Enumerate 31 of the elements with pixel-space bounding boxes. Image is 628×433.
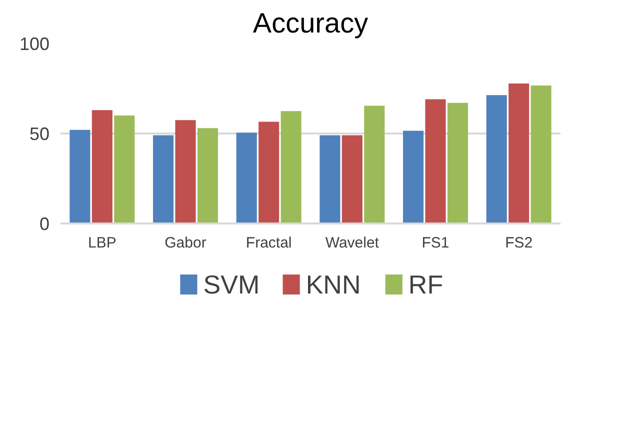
bar (153, 135, 174, 224)
bar (197, 128, 218, 224)
bar (530, 85, 552, 224)
y-tick-label: 100 (19, 34, 50, 54)
bar (280, 111, 302, 224)
x-tick-label: FS1 (422, 234, 450, 252)
bar (70, 130, 90, 224)
bar (486, 95, 507, 224)
bar (425, 99, 446, 224)
x-tick-label: Gabor (164, 234, 206, 252)
bar (342, 135, 362, 224)
bar (258, 122, 280, 224)
legend-label: KNN (306, 270, 361, 300)
bar (364, 106, 385, 224)
bar (175, 120, 196, 224)
legend-label: SVM (203, 270, 260, 300)
bar (92, 110, 112, 224)
y-tick-label: 50 (29, 124, 50, 144)
y-tick-label: 0 (39, 214, 50, 234)
bar (114, 116, 135, 224)
bar (447, 102, 468, 224)
bar (508, 83, 530, 224)
legend-label: RF (408, 270, 444, 300)
x-tick-label: Fractal (246, 234, 292, 252)
x-tick-label: LBP (88, 234, 116, 252)
bar (403, 130, 424, 224)
chart-title: Accuracy (252, 8, 368, 38)
bar (236, 132, 257, 224)
bar (320, 135, 340, 224)
x-tick-label: FS2 (505, 234, 533, 252)
x-tick-label: Wavelet (325, 234, 380, 252)
